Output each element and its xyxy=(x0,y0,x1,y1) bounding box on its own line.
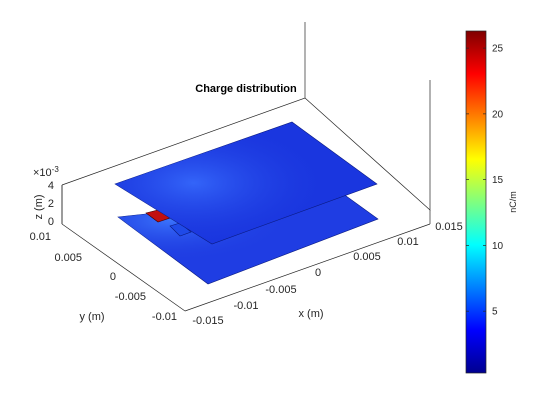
z-tick-label: 2 xyxy=(48,198,54,210)
y-axis-label: y (m) xyxy=(79,311,104,323)
y-tick-label: 0 xyxy=(110,271,116,283)
colorbar-gradient xyxy=(465,30,487,374)
z-tick-label: 0 xyxy=(48,216,54,228)
colorbar-ticks: 5 10 15 20 25 xyxy=(466,44,504,318)
colorbar-tick-label: 10 xyxy=(492,241,504,252)
colorbar-tick-label: 20 xyxy=(492,109,504,120)
y-axis: 0.01 0.005 0 -0.005 -0.01 y (m) xyxy=(30,231,177,323)
y-tick-label: 0.005 xyxy=(54,252,82,264)
x-tick-label: 0.015 xyxy=(435,221,463,233)
z-axis: ×10-3 4 2 0 z (m) xyxy=(33,165,59,228)
colorbar-tick-label: 15 xyxy=(492,175,504,186)
colorbar: 5 10 15 20 25 nC/m xyxy=(465,30,518,374)
x-tick-label: -0.005 xyxy=(265,284,296,296)
x-axis-label: x (m) xyxy=(298,308,323,320)
z-tick-label: 4 xyxy=(48,180,54,192)
x-tick-label: 0.01 xyxy=(397,236,418,248)
y-tick-label: -0.01 xyxy=(152,311,177,323)
x-tick-label: 0.005 xyxy=(353,251,381,263)
axes-box xyxy=(61,22,431,312)
colorbar-tick-label: 25 xyxy=(492,44,504,55)
z-axis-label: z (m) xyxy=(33,194,45,219)
colorbar-label: nC/m xyxy=(508,191,518,213)
y-tick-label: -0.005 xyxy=(115,291,146,303)
x-tick-label: -0.01 xyxy=(233,300,258,312)
y-tick-label: 0.01 xyxy=(30,231,51,243)
x-axis: -0.015 -0.01 -0.005 0 0.005 0.01 0.015 x… xyxy=(192,221,462,327)
feed-strip-low xyxy=(169,222,192,237)
x-tick-label: -0.015 xyxy=(192,315,223,327)
z-exponent: ×10-3 xyxy=(33,165,59,179)
colorbar-tick-label: 5 xyxy=(492,307,498,318)
chart-title: Charge distribution xyxy=(195,83,297,95)
x-tick-label: 0 xyxy=(315,267,321,279)
top-plate xyxy=(114,121,378,245)
